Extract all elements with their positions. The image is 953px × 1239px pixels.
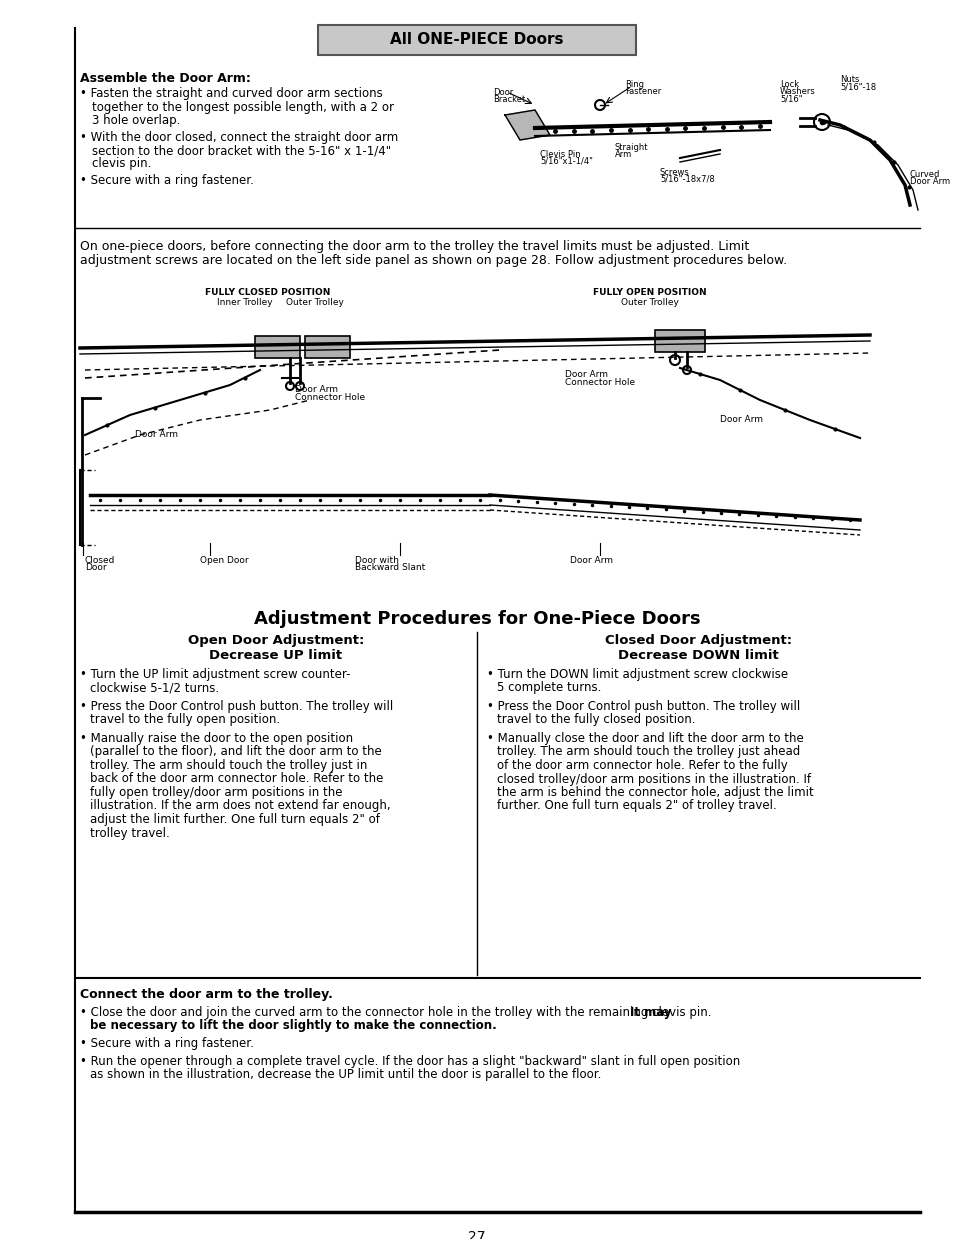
Text: Door Arm: Door Arm [909, 177, 949, 186]
Bar [655, 330, 704, 352]
Text: All ONE-PIECE Doors: All ONE-PIECE Doors [390, 32, 563, 47]
Text: together to the longest possible length, with a 2 or: together to the longest possible length,… [91, 100, 394, 114]
Text: 5/16"x1-1/4": 5/16"x1-1/4" [539, 157, 592, 166]
Text: • Manually close the door and lift the door arm to the: • Manually close the door and lift the d… [486, 732, 803, 745]
Text: Inner Trolley: Inner Trolley [217, 299, 273, 307]
Text: 5/16"-18: 5/16"-18 [840, 82, 875, 90]
Text: Ring: Ring [624, 81, 643, 89]
Text: Connector Hole: Connector Hole [564, 378, 635, 387]
Bar [254, 336, 299, 358]
Text: Nuts: Nuts [840, 76, 859, 84]
Text: fully open trolley/door arm positions in the: fully open trolley/door arm positions in… [90, 786, 342, 799]
Text: Closed: Closed [85, 556, 115, 565]
Text: • With the door closed, connect the straight door arm: • With the door closed, connect the stra… [80, 130, 397, 144]
Text: Clevis Pin: Clevis Pin [539, 150, 580, 159]
Text: clockwise 5-1/2 turns.: clockwise 5-1/2 turns. [90, 681, 219, 695]
Text: Decrease DOWN limit: Decrease DOWN limit [618, 649, 778, 662]
Text: clevis pin.: clevis pin. [91, 157, 152, 171]
Text: Backward Slant: Backward Slant [355, 563, 425, 572]
Bar [305, 336, 350, 358]
Text: Connect the door arm to the trolley.: Connect the door arm to the trolley. [80, 987, 333, 1001]
Text: 27: 27 [468, 1230, 485, 1239]
Text: FULLY OPEN POSITION: FULLY OPEN POSITION [593, 287, 706, 297]
Text: 5 complete turns.: 5 complete turns. [497, 681, 600, 695]
Text: further. One full turn equals 2" of trolley travel.: further. One full turn equals 2" of trol… [497, 799, 776, 813]
Text: Straight: Straight [615, 142, 648, 152]
Text: of the door arm connector hole. Refer to the fully: of the door arm connector hole. Refer to… [497, 760, 787, 772]
Text: 5/16": 5/16" [780, 94, 801, 103]
Text: Door Arm: Door Arm [294, 385, 337, 394]
Text: illustration. If the arm does not extend far enough,: illustration. If the arm does not extend… [90, 799, 390, 813]
Text: Connector Hole: Connector Hole [294, 393, 365, 401]
Text: • Secure with a ring fastener.: • Secure with a ring fastener. [80, 1037, 253, 1049]
Text: Door Arm: Door Arm [135, 430, 178, 439]
Text: Door: Door [85, 563, 107, 572]
Text: Curved: Curved [909, 170, 940, 178]
Text: • Run the opener through a complete travel cycle. If the door has a slight "back: • Run the opener through a complete trav… [80, 1054, 740, 1068]
Text: adjust the limit further. One full turn equals 2" of: adjust the limit further. One full turn … [90, 813, 379, 826]
Text: • Close the door and join the curved arm to the connector hole in the trolley wi: • Close the door and join the curved arm… [80, 1006, 715, 1018]
Text: On one-piece doors, before connecting the door arm to the trolley the travel lim: On one-piece doors, before connecting th… [80, 240, 748, 253]
Text: • Turn the DOWN limit adjustment screw clockwise: • Turn the DOWN limit adjustment screw c… [486, 668, 787, 681]
Text: 5/16"-18x7/8: 5/16"-18x7/8 [659, 175, 714, 185]
Text: as shown in the illustration, decrease the UP limit until the door is parallel t: as shown in the illustration, decrease t… [90, 1068, 600, 1080]
Text: section to the door bracket with the 5-16" x 1-1/4": section to the door bracket with the 5-1… [91, 144, 391, 157]
Text: Decrease UP limit: Decrease UP limit [210, 649, 342, 662]
Text: the arm is behind the connector hole, adjust the limit: the arm is behind the connector hole, ad… [497, 786, 813, 799]
Text: (parallel to the floor), and lift the door arm to the: (parallel to the floor), and lift the do… [90, 746, 381, 758]
Text: Open Door: Open Door [200, 556, 249, 565]
Text: Bracket: Bracket [493, 95, 525, 104]
Text: Closed Door Adjustment:: Closed Door Adjustment: [604, 634, 791, 647]
Text: • Press the Door Control push button. The trolley will: • Press the Door Control push button. Th… [80, 700, 393, 712]
Text: • Fasten the straight and curved door arm sections: • Fasten the straight and curved door ar… [80, 87, 382, 100]
Text: Adjustment Procedures for One-Piece Doors: Adjustment Procedures for One-Piece Door… [253, 610, 700, 628]
Text: Door with: Door with [355, 556, 398, 565]
Text: • Manually raise the door to the open position: • Manually raise the door to the open po… [80, 732, 353, 745]
Text: closed trolley/door arm positions in the illustration. If: closed trolley/door arm positions in the… [497, 772, 810, 786]
Text: adjustment screws are located on the left side panel as shown on page 28. Follow: adjustment screws are located on the lef… [80, 254, 786, 266]
Text: trolley travel.: trolley travel. [90, 826, 170, 840]
Text: • Secure with a ring fastener.: • Secure with a ring fastener. [80, 173, 253, 187]
Text: It may: It may [630, 1006, 671, 1018]
Text: Arm: Arm [615, 150, 632, 159]
Text: trolley. The arm should touch the trolley just in: trolley. The arm should touch the trolle… [90, 760, 367, 772]
Text: Assemble the Door Arm:: Assemble the Door Arm: [80, 72, 251, 85]
Text: • Turn the UP limit adjustment screw counter-: • Turn the UP limit adjustment screw cou… [80, 668, 350, 681]
Text: Outer Trolley: Outer Trolley [286, 299, 344, 307]
Text: Lock: Lock [780, 81, 799, 89]
FancyBboxPatch shape [317, 25, 636, 55]
Text: Open Door Adjustment:: Open Door Adjustment: [188, 634, 364, 647]
Text: Door: Door [493, 88, 513, 97]
Text: Washers: Washers [780, 87, 815, 95]
Text: Door Arm: Door Arm [720, 415, 762, 424]
Text: travel to the fully open position.: travel to the fully open position. [90, 714, 280, 726]
Text: Screws: Screws [659, 169, 689, 177]
Text: • Press the Door Control push button. The trolley will: • Press the Door Control push button. Th… [486, 700, 800, 712]
Text: Fastener: Fastener [624, 87, 660, 95]
Text: Door Arm: Door Arm [569, 556, 613, 565]
Text: 3 hole overlap.: 3 hole overlap. [91, 114, 180, 128]
Text: Outer Trolley: Outer Trolley [620, 299, 679, 307]
Text: back of the door arm connector hole. Refer to the: back of the door arm connector hole. Ref… [90, 772, 383, 786]
Polygon shape [504, 110, 550, 140]
Text: trolley. The arm should touch the trolley just ahead: trolley. The arm should touch the trolle… [497, 746, 800, 758]
Text: travel to the fully closed position.: travel to the fully closed position. [497, 714, 695, 726]
Text: Door Arm: Door Arm [564, 370, 607, 379]
Text: FULLY CLOSED POSITION: FULLY CLOSED POSITION [205, 287, 331, 297]
Text: be necessary to lift the door slightly to make the connection.: be necessary to lift the door slightly t… [90, 1020, 497, 1032]
